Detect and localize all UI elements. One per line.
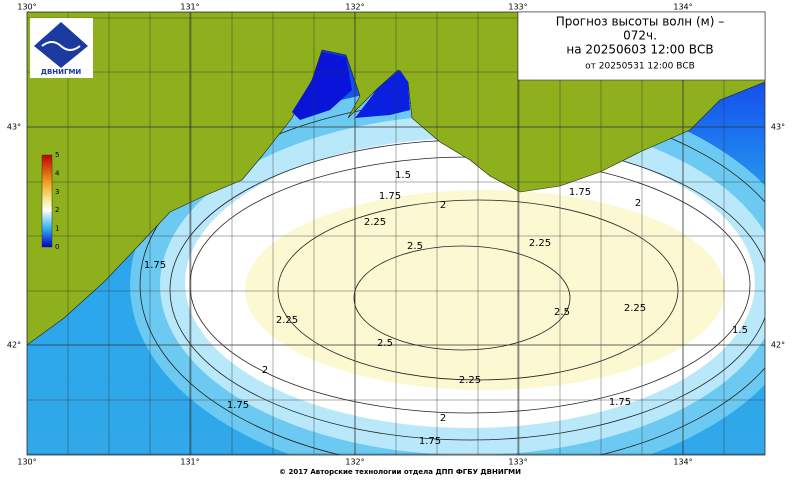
contour-label: 2 (262, 365, 268, 376)
contour-label: 1.75 (379, 191, 401, 202)
colorbar-label: 0 (55, 243, 59, 251)
map-area (27, 12, 765, 455)
lon-label: 134° (673, 3, 692, 12)
logo-text: ДВНИГМИ (41, 68, 82, 76)
lat-label: 42° (7, 341, 21, 350)
contour-label: 1.5 (395, 170, 411, 181)
colorbar-label: 4 (55, 169, 60, 177)
footer: © 2017 Авторские технологии отдела ДПП Ф… (279, 468, 521, 476)
lon-label: 133° (508, 3, 527, 12)
contour-label: 2.25 (459, 375, 481, 386)
contour-label: 1.75 (569, 187, 591, 198)
contour-label: 1.75 (609, 397, 631, 408)
title: 072ч. (623, 29, 657, 43)
lon-label: 134° (673, 458, 692, 467)
colorbar-label: 5 (55, 151, 59, 159)
contour-label: 1.75 (227, 400, 249, 411)
title: Прогноз высоты волн (м) – (556, 15, 724, 29)
lat-label: 43° (7, 123, 21, 132)
contour-label: 2.5 (377, 338, 393, 349)
contour-label: 2.25 (276, 315, 298, 326)
contour-label: 1.5 (732, 325, 748, 336)
colorbar-label: 2 (55, 206, 59, 214)
lon-label: 131° (180, 3, 199, 12)
colorbar (41, 154, 53, 248)
lon-label: 133° (508, 458, 527, 467)
contour-label: 2 (440, 200, 446, 211)
lon-label: 130° (17, 3, 36, 12)
contour-label: 1.75 (419, 436, 441, 447)
contour-label: 2.25 (624, 303, 646, 314)
lon-label: 132° (345, 3, 364, 12)
lat-label: 43° (771, 123, 785, 132)
title: на 20250603 12:00 ВСВ (566, 43, 713, 57)
contour-label: 2 (635, 198, 641, 209)
lon-label: 130° (17, 458, 36, 467)
contour-label: 2.5 (407, 241, 423, 252)
contour-label: 2 (440, 413, 446, 424)
subtitle: от 20250531 12:00 ВСВ (585, 62, 695, 72)
colorbar-label: 1 (55, 225, 59, 233)
lat-label: 42° (771, 341, 785, 350)
contour-label: 2.25 (364, 217, 386, 228)
lon-label: 131° (180, 458, 199, 467)
contour-label: 1.75 (144, 260, 166, 271)
colorbar-label: 3 (55, 188, 59, 196)
contour-label: 2.5 (554, 307, 570, 318)
contour-label: 2.25 (529, 238, 551, 249)
lon-label: 132° (345, 458, 364, 467)
